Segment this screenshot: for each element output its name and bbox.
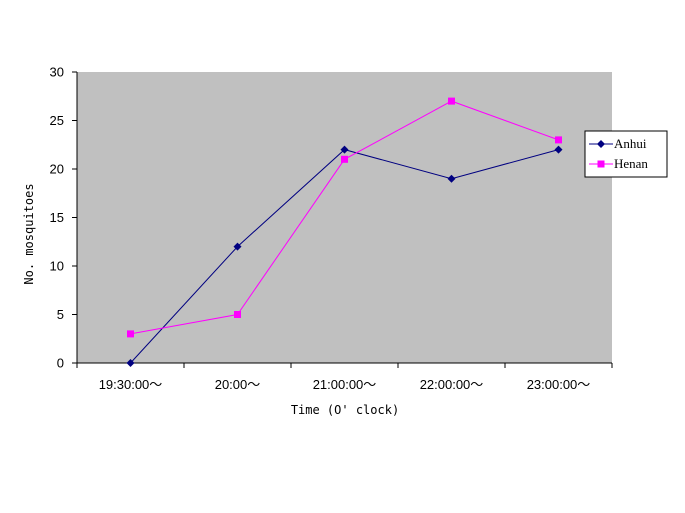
y-tick-label: 15 xyxy=(50,210,64,225)
x-tick-label: 22:00:00～ xyxy=(420,377,484,392)
series-layer xyxy=(126,97,563,367)
legend-label-anhui: Anhui xyxy=(614,136,647,151)
x-ticks: 19:30:00～ 20:00～ 21:00:00～ 22:00:00～ 23:00:0… xyxy=(76,363,613,392)
y-tick-label: 25 xyxy=(50,113,64,128)
legend: Anhui Henan xyxy=(584,130,668,178)
y-tick-label: 30 xyxy=(50,65,64,80)
x-tick-label: 23:00:00～ xyxy=(527,377,591,392)
data-point-henan xyxy=(448,97,455,105)
data-point-anhui xyxy=(447,174,456,183)
data-point-anhui xyxy=(340,145,349,154)
data-point-anhui xyxy=(126,359,135,367)
y-tick-label: 10 xyxy=(50,259,64,274)
data-point-anhui xyxy=(554,145,563,154)
data-point-henan xyxy=(555,136,562,144)
plot-area xyxy=(77,72,612,363)
legend-marker-henan xyxy=(597,160,605,168)
y-axis-title: No. mosquitoes xyxy=(22,183,36,284)
legend-marker-anhui xyxy=(597,140,605,148)
x-tick-label: 19:30:00～ xyxy=(99,377,163,392)
data-point-anhui xyxy=(233,242,242,251)
x-tick-label: 21:00:00～ xyxy=(313,377,377,392)
y-tick-label: 5 xyxy=(57,307,64,322)
y-tick-label: 20 xyxy=(50,162,64,177)
y-tick-label: 0 xyxy=(57,356,64,371)
data-point-henan xyxy=(127,330,134,338)
data-point-henan xyxy=(234,311,241,318)
x-axis-title: Time (O' clock) xyxy=(291,403,399,417)
data-point-henan xyxy=(341,155,348,163)
x-tick-label: 20:00～ xyxy=(215,377,261,392)
y-ticks: 0 5 10 15 20 25 30 xyxy=(50,65,77,371)
legend-box xyxy=(584,130,668,178)
legend-label-henan: Henan xyxy=(614,156,648,171)
